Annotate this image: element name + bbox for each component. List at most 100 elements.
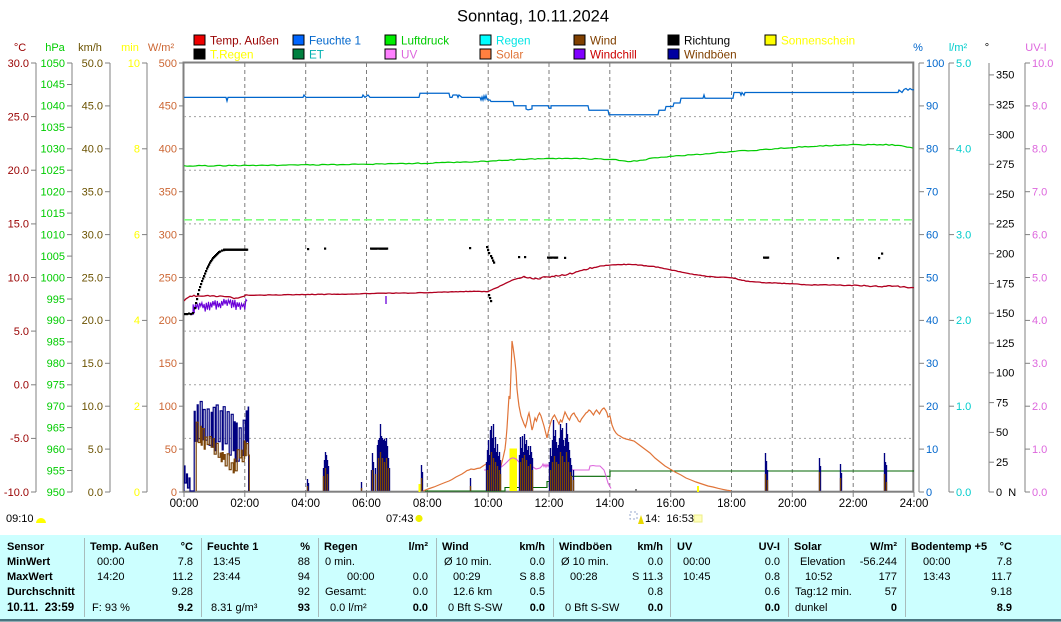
svg-text:175: 175 [996, 278, 1014, 290]
svg-text:dunkel: dunkel [795, 602, 827, 614]
svg-text:125: 125 [996, 338, 1014, 350]
svg-text:km/h: km/h [637, 541, 663, 553]
svg-text:UV: UV [677, 541, 693, 553]
svg-text:0.0: 0.0 [956, 487, 971, 499]
svg-text:400: 400 [159, 144, 177, 156]
svg-text:0.0: 0.0 [648, 602, 663, 614]
svg-text:350: 350 [996, 70, 1014, 82]
svg-text:350: 350 [159, 187, 177, 199]
svg-text:45.0: 45.0 [82, 101, 103, 113]
svg-text:10:45: 10:45 [683, 571, 711, 583]
svg-text:100: 100 [996, 368, 1014, 380]
svg-text:8: 8 [134, 144, 140, 156]
svg-text:2.0: 2.0 [956, 315, 971, 327]
svg-text:Sonntag, 10.11.2024: Sonntag, 10.11.2024 [457, 8, 609, 26]
svg-text:950: 950 [47, 487, 65, 499]
svg-text:0: 0 [926, 487, 932, 499]
svg-text:325: 325 [996, 100, 1014, 112]
svg-text:MinWert: MinWert [7, 556, 51, 568]
svg-text:0 Bft S-SW: 0 Bft S-SW [565, 602, 620, 614]
svg-text:5.0: 5.0 [1032, 272, 1047, 284]
svg-text:UV-I: UV-I [759, 541, 780, 553]
svg-text:Temp. Außen: Temp. Außen [210, 35, 279, 48]
svg-text:0: 0 [171, 487, 177, 499]
svg-text:300: 300 [159, 229, 177, 241]
svg-text:10:52: 10:52 [805, 571, 833, 583]
svg-text:990: 990 [47, 315, 65, 327]
svg-text:30.0: 30.0 [8, 58, 29, 70]
svg-text:00:00: 00:00 [97, 556, 125, 568]
svg-text:00:00: 00:00 [923, 556, 951, 568]
svg-text:15.0: 15.0 [82, 358, 103, 370]
svg-text:Wind: Wind [442, 541, 469, 553]
svg-text:35.0: 35.0 [82, 187, 103, 199]
svg-text:995: 995 [47, 294, 65, 306]
svg-text:0.0: 0.0 [648, 556, 663, 568]
svg-text:9.28: 9.28 [172, 586, 193, 598]
svg-text:9.0: 9.0 [1032, 101, 1047, 113]
svg-text:Windböen: Windböen [684, 49, 737, 62]
svg-text:975: 975 [47, 380, 65, 392]
svg-text:450: 450 [159, 101, 177, 113]
svg-text:1015: 1015 [41, 208, 65, 220]
svg-text:20: 20 [926, 401, 938, 413]
svg-text:0.0: 0.0 [14, 380, 29, 392]
svg-text:0.0: 0.0 [530, 602, 545, 614]
svg-text:%: % [913, 42, 923, 54]
svg-text:Regen: Regen [496, 35, 530, 48]
svg-text:980: 980 [47, 358, 65, 370]
svg-text:Durchschnitt: Durchschnitt [7, 586, 75, 598]
svg-text:0.8: 0.8 [648, 586, 663, 598]
svg-text:Feuchte 1: Feuchte 1 [207, 541, 258, 553]
svg-text:1000: 1000 [41, 272, 65, 284]
svg-text:0.0: 0.0 [1032, 487, 1047, 499]
svg-text:Richtung: Richtung [684, 35, 730, 48]
svg-text:Regen: Regen [324, 541, 358, 553]
svg-text:4.0: 4.0 [1032, 315, 1047, 327]
svg-text:1040: 1040 [41, 101, 65, 113]
svg-text:10: 10 [128, 58, 140, 70]
svg-text:09:10: 09:10 [6, 513, 34, 525]
svg-text:3.0: 3.0 [956, 229, 971, 241]
svg-text:955: 955 [47, 465, 65, 477]
svg-text:°: ° [985, 42, 989, 54]
svg-text:W/m²: W/m² [148, 42, 175, 54]
svg-text:14: 16:53: 14: 16:53 [645, 513, 694, 525]
svg-text:00:00: 00:00 [347, 571, 375, 583]
svg-text:25.0: 25.0 [8, 111, 29, 123]
svg-text:9.18: 9.18 [991, 586, 1012, 598]
svg-text:0: 0 [134, 487, 140, 499]
svg-text:965: 965 [47, 422, 65, 434]
svg-text:00:28: 00:28 [570, 571, 598, 583]
svg-text:12:00: 12:00 [535, 498, 564, 510]
svg-text:00:00: 00:00 [170, 498, 199, 510]
svg-text:0.0: 0.0 [413, 602, 428, 614]
svg-text:500: 500 [159, 58, 177, 70]
svg-text:2.0: 2.0 [1032, 401, 1047, 413]
svg-text:1045: 1045 [41, 79, 65, 91]
svg-text:l/m²: l/m² [408, 541, 428, 553]
svg-text:50: 50 [165, 444, 177, 456]
svg-text:20.0: 20.0 [8, 165, 29, 177]
svg-text:S 8.8: S 8.8 [519, 571, 545, 583]
svg-text:50.0: 50.0 [82, 58, 103, 70]
svg-text:0.5: 0.5 [530, 586, 545, 598]
svg-text:5.0: 5.0 [14, 326, 29, 338]
svg-text:16:00: 16:00 [656, 498, 685, 510]
svg-text:0 Bft S-SW: 0 Bft S-SW [448, 602, 503, 614]
svg-text:23:44: 23:44 [213, 571, 241, 583]
svg-text:W/m²: W/m² [870, 541, 897, 553]
svg-text:-56.244: -56.244 [860, 556, 897, 568]
svg-text:l/m²: l/m² [949, 42, 968, 54]
svg-text:UV-I: UV-I [1025, 42, 1046, 54]
svg-text:km/h: km/h [78, 42, 102, 54]
svg-text:2: 2 [134, 401, 140, 413]
svg-text:min: min [121, 42, 139, 54]
svg-text:Luftdruck: Luftdruck [401, 35, 449, 48]
svg-text:12.6 km: 12.6 km [453, 586, 492, 598]
svg-text:6.0: 6.0 [1032, 229, 1047, 241]
svg-text:Tag:12 min.: Tag:12 min. [795, 586, 852, 598]
svg-text:100: 100 [926, 58, 944, 70]
svg-text:Ø 10 min.: Ø 10 min. [561, 556, 609, 568]
svg-text:150: 150 [996, 308, 1014, 320]
